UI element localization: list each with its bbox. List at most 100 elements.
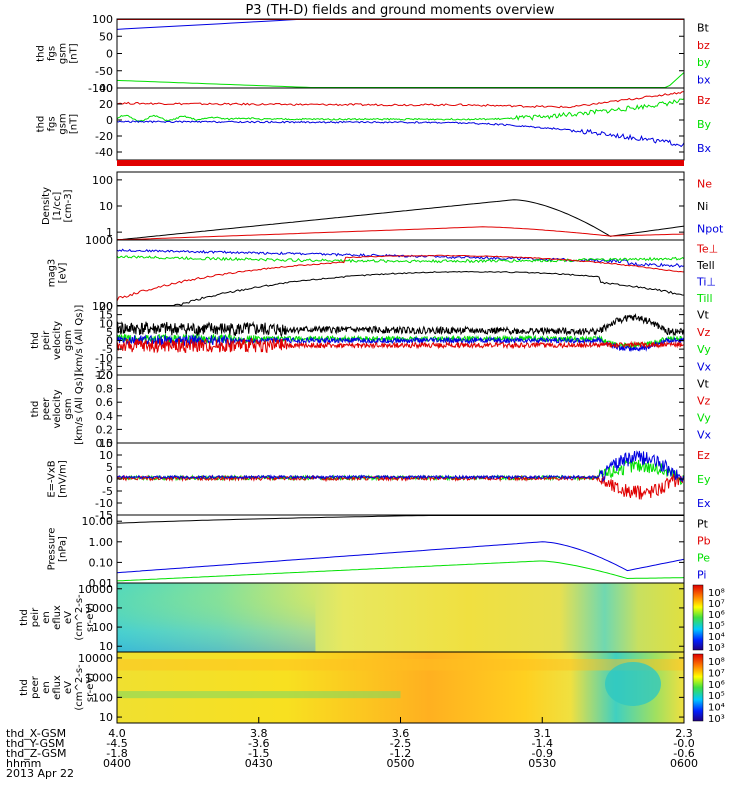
y-axis-label: [1/cc] [52,192,63,221]
y-axis-label: Pressure [47,528,58,571]
series-line-Bx [116,120,685,148]
separator-bar [117,160,684,166]
legend-entry: Vx [697,360,712,373]
legend-entry: Vy [697,412,711,425]
x-tick-label: 4.0 [108,727,126,740]
y-axis-label: (cm^2-s- [74,594,85,641]
series-line-Ni [117,199,685,240]
x-tick-label: -0.6 [673,747,694,760]
y-axis-label: [nPa] [58,536,69,562]
y-axis-label: gsm [63,330,74,351]
series-line-Tell [117,270,685,307]
x-tick-label: 3.6 [392,727,410,740]
legend-entry: Pt [697,518,709,531]
series-line-Vx [116,334,685,353]
y-tick-label: 0 [106,473,113,486]
y-axis-label: thd [36,116,47,133]
y-tick-label: 0.8 [96,383,114,396]
y-axis-label: thd [19,679,30,696]
x-tick-label: 0400 [103,757,131,770]
y-tick-label: -50 [95,65,113,78]
y-axis-label: eV [63,611,74,624]
series-line-Vz [116,337,685,354]
y-axis-label: peir [30,607,41,627]
legend-entry: Vx [697,429,712,442]
panel-frame [116,18,685,89]
legend-entry: Pi [697,569,706,582]
legend-entry: Npot [697,223,724,236]
series-line-bx [116,19,684,30]
y-axis-label: mag3 [47,259,58,288]
x-tick-label: -0.0 [673,737,694,750]
y-tick-label: 0.2 [96,423,114,436]
x-tick-label: -1.5 [248,747,269,760]
x-tick-label: 2.3 [675,727,693,740]
colorbar-label: 10⁸ [708,657,725,668]
y-tick-label: 15 [99,437,113,450]
y-axis-label: peer [30,675,41,699]
colorbar [692,584,704,651]
y-tick-label: 100 [92,691,113,704]
y-tick-label: 40 [99,82,113,95]
panel-6: 1.00.80.60.40.20.0 thd peer velocity gsm [km/… [30,369,712,450]
panel-2: 40 20 0 -20 -40 thd fgs gsm [nT] Bz By Bx [36,82,712,161]
panel-frame [116,374,685,444]
y-axis-label: thd [19,609,30,626]
y-tick-label: 10 [99,317,113,330]
y-tick-label: 0.01 [89,577,114,590]
y-tick-label: 0 [106,335,113,348]
x-tick-label: 0430 [245,757,273,770]
series-line-By [116,98,685,123]
y-axis-label: fgs [47,116,58,131]
x-axis-row-label: hhmm [6,757,41,770]
x-tick-label: -2.5 [390,737,411,750]
colorbar-label: 10⁶ [708,680,725,691]
x-tick-label: 0530 [528,757,556,770]
spectrogram-band [117,691,401,699]
x-axis-row-label: thd_Z-GSM [6,747,66,760]
y-tick-label: -5 [102,485,113,498]
panel-10: 10000 1000 100 10 thd peer en eflux eV (cm^2-s-sr… [19,651,725,725]
y-axis-label: en [41,681,52,694]
y-tick-label: 20 [99,300,113,313]
y-tick-label: -15 [95,509,113,522]
y-tick-label: 100 [92,300,113,313]
y-tick-label: 10 [99,449,113,462]
y-tick-label: 10 [99,640,113,653]
colorbar-label: 10⁸ [708,588,725,599]
legend-entry: Pb [697,535,711,548]
y-tick-label: -20 [95,369,113,382]
y-axis-label: E=-VxB [47,460,58,497]
x-tick-label: -1.2 [390,747,411,760]
colorbar-label: 10⁵ [708,691,725,702]
spectrogram-band [117,659,684,671]
x-axis-row-label: 2013 Apr 22 [6,767,74,780]
y-axis-label: gsm [58,43,69,64]
y-axis-label: Density [41,187,52,225]
y-axis-label: [nT] [69,43,80,63]
y-tick-label: 10.00 [82,515,114,528]
y-axis-label: sr-eV) [85,603,96,632]
y-axis-label: thd [30,332,41,349]
x-tick-label: -0.9 [532,747,553,760]
y-tick-label: 0.6 [96,396,114,409]
y-axis-label: eflux [52,675,63,700]
y-axis-label: velocity [52,321,63,360]
y-tick-label: 10 [99,711,113,724]
y-tick-label: 0.0 [96,437,114,450]
series-line-by [116,72,685,88]
y-axis-label: [nT] [69,114,80,134]
y-tick-label: 1000 [85,234,113,247]
y-axis-label: fgs [47,46,58,61]
x-axis-row-label: thd_X-GSM [6,727,66,740]
legend-entry: Till [696,292,713,305]
y-tick-label: 5 [106,326,113,339]
y-tick-label: 20 [99,98,113,111]
chart-title: P3 (TH-D) fields and ground moments over… [245,3,554,18]
panel-3: 100 10 1 Density [1/cc] [cm-3] Ne Ni Npot [41,171,724,241]
x-tick-label: 0500 [387,757,415,770]
y-axis-label: eV [63,681,74,694]
x-tick-label: 0600 [670,757,698,770]
y-tick-label: 10000 [78,583,113,596]
